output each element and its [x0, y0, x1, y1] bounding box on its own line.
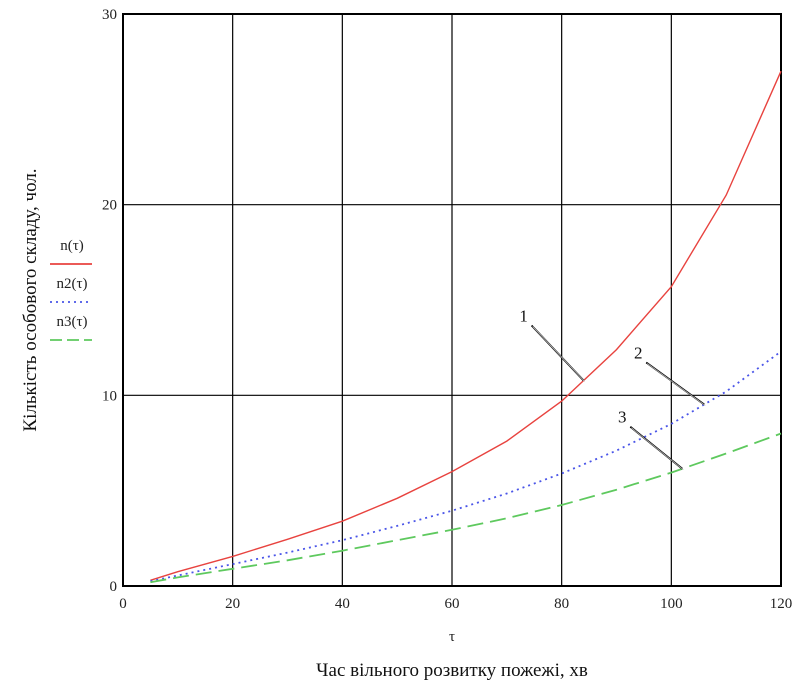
annotation-label-1: 1 [519, 306, 528, 325]
annotation-leader-shadow-1 [532, 326, 585, 382]
legend-label-3: n3(τ) [56, 314, 87, 330]
legend: n(τ) n2(τ) n3(τ) [50, 238, 92, 341]
x-tick-label: 0 [119, 596, 127, 612]
annotation-label-3: 3 [618, 408, 627, 427]
series-line-3 [150, 432, 782, 584]
x-tick-label: 80 [554, 596, 569, 612]
annotation-label-2: 2 [634, 343, 643, 362]
x-axis-title: Час вільного розвитку пожежі, хв [316, 660, 588, 681]
y-tick-label: 10 [102, 388, 117, 404]
x-tick-label: 120 [770, 596, 793, 612]
legend-label-2: n2(τ) [56, 276, 87, 292]
x-tick-label: 100 [660, 596, 683, 612]
y-tick-labels: 0 10 20 30 [102, 7, 117, 595]
annotations: 1 2 3 [519, 306, 706, 471]
series-line-1 [150, 70, 782, 581]
x-tick-label: 20 [225, 596, 240, 612]
legend-label-1: n(τ) [60, 238, 84, 254]
y-tick-label: 30 [102, 7, 117, 23]
grid [123, 14, 781, 586]
x-tick-labels: 0 20 40 60 80 100 120 [119, 596, 792, 612]
series-line-2 [150, 350, 782, 583]
y-tick-label: 20 [102, 198, 117, 214]
y-tick-label: 0 [110, 579, 118, 595]
annotation-leader-shadow-3 [631, 427, 684, 471]
annotation-leader-shadow-2 [646, 363, 706, 406]
y-axis-title: Кількість особового складу, чол. [20, 168, 41, 431]
x-tick-label: 60 [445, 596, 460, 612]
x-tick-label: 40 [335, 596, 350, 612]
curves [150, 70, 782, 584]
x-variable-label: τ [449, 629, 455, 645]
